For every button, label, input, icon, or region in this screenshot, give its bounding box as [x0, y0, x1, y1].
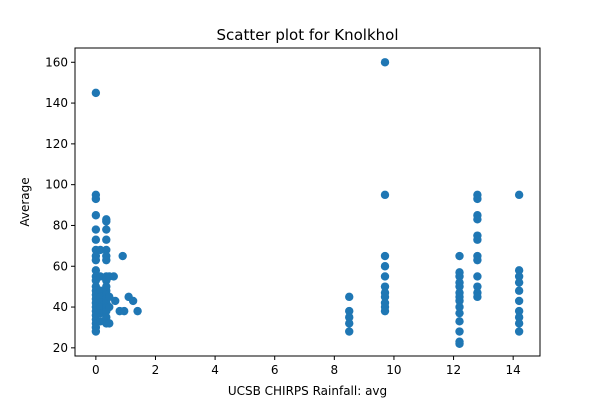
- y-tick-label: 100: [45, 178, 68, 192]
- data-point: [473, 272, 482, 281]
- data-point: [514, 266, 524, 275]
- data-point: [455, 282, 464, 291]
- y-tick-label: 160: [45, 55, 68, 69]
- data-point: [514, 319, 524, 328]
- plot-frame: [74, 47, 541, 357]
- data-point: [91, 88, 101, 98]
- x-axis-label: UCSB CHIRPS Rainfall: avg: [228, 384, 387, 398]
- data-point: [91, 225, 101, 234]
- data-point: [473, 282, 482, 291]
- data-point: [380, 292, 390, 302]
- data-point: [455, 327, 464, 336]
- data-point: [105, 302, 114, 312]
- data-point: [455, 308, 464, 318]
- chart-title: Scatter plot for Knolkhol: [216, 26, 398, 44]
- data-point: [128, 296, 138, 306]
- y-axis-label: Average: [18, 177, 32, 226]
- data-point: [455, 339, 464, 348]
- data-point: [514, 278, 524, 287]
- data-point: [514, 272, 524, 281]
- data-point: [514, 296, 524, 306]
- data-point: [473, 235, 482, 244]
- data-point: [102, 225, 111, 234]
- data-point: [345, 313, 354, 322]
- data-point: [111, 296, 120, 306]
- data-point: [380, 190, 390, 200]
- data-point: [473, 292, 482, 302]
- data-point: [380, 306, 390, 316]
- data-point: [514, 286, 524, 295]
- y-tick-label: 40: [53, 300, 68, 314]
- data-point: [380, 58, 390, 67]
- data-point: [380, 262, 390, 271]
- x-tick-label: 12: [446, 363, 461, 377]
- data-point: [91, 235, 101, 244]
- data-point: [514, 327, 524, 336]
- data-point: [102, 217, 111, 226]
- x-tick-label: 2: [152, 363, 160, 377]
- x-tick-label: 10: [386, 363, 401, 377]
- axis-ticks: 0 2 4 6 8 10 12 14 20 40 60 80 100 120 140 160: [45, 55, 521, 377]
- data-point: [105, 292, 114, 302]
- data-point: [455, 272, 464, 281]
- data-point: [380, 282, 390, 291]
- data-point: [380, 272, 390, 281]
- data-point: [473, 194, 482, 204]
- data-point: [105, 319, 114, 328]
- y-tick-label: 120: [45, 137, 68, 151]
- y-tick-label: 80: [53, 218, 68, 232]
- data-point: [473, 215, 482, 224]
- data-point: [91, 255, 101, 265]
- y-tick-label: 20: [53, 341, 68, 355]
- data-point: [455, 251, 464, 261]
- data-point: [345, 319, 354, 328]
- x-tick-label: 14: [506, 363, 521, 377]
- data-points: [91, 58, 524, 348]
- data-point: [91, 194, 101, 204]
- data-point: [514, 313, 524, 322]
- data-point: [473, 255, 482, 265]
- data-point: [91, 211, 101, 220]
- x-tick-label: 6: [271, 363, 279, 377]
- data-point: [96, 286, 105, 295]
- data-point: [109, 272, 118, 281]
- data-point: [455, 296, 464, 306]
- data-point: [345, 306, 354, 316]
- y-tick-label: 140: [45, 96, 68, 110]
- data-point: [96, 302, 105, 312]
- x-tick-label: 8: [331, 363, 339, 377]
- data-point: [102, 255, 111, 265]
- data-point: [91, 266, 101, 275]
- data-point: [118, 251, 127, 261]
- data-point: [514, 190, 524, 200]
- data-point: [96, 272, 105, 281]
- data-point: [514, 306, 524, 316]
- x-tick-label: 0: [92, 363, 100, 377]
- data-point: [119, 306, 129, 316]
- data-point: [102, 235, 111, 244]
- data-point: [133, 306, 142, 316]
- y-tick-label: 60: [53, 259, 68, 273]
- data-point: [91, 327, 101, 336]
- data-point: [345, 292, 354, 302]
- data-point: [455, 317, 464, 326]
- data-point: [380, 251, 390, 261]
- data-point: [102, 245, 111, 255]
- x-tick-label: 4: [211, 363, 219, 377]
- data-point: [96, 245, 105, 255]
- data-point: [455, 302, 464, 312]
- data-point: [345, 327, 354, 336]
